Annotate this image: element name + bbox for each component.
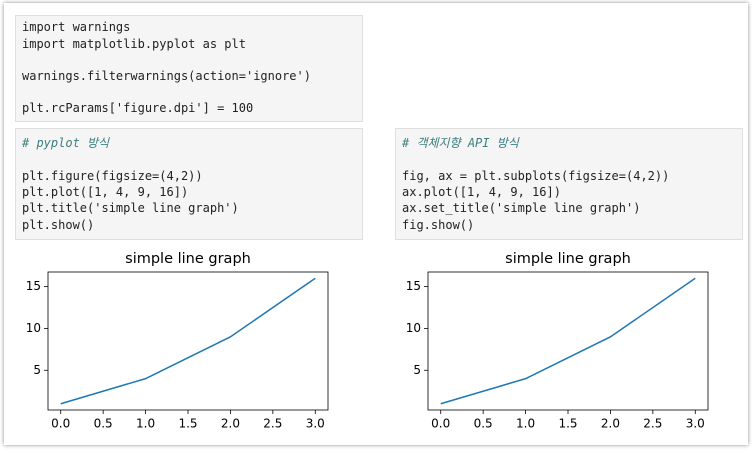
chart-title: simple line graph <box>125 251 251 267</box>
code-cell: # pyplot 방식 plt.figure(figsize=(4,2)) pl… <box>15 128 363 240</box>
code-comment: # 객체지향 API 방식 <box>402 136 519 150</box>
x-tick-label: 1.5 <box>558 417 577 431</box>
code-line: plt.title('simple line graph') <box>22 201 239 215</box>
y-tick-label: 5 <box>413 363 421 377</box>
x-tick-label: 0.5 <box>474 417 493 431</box>
y-tick-label: 15 <box>406 279 421 293</box>
x-tick-label: 2.0 <box>601 417 620 431</box>
x-tick-label: 2.5 <box>263 417 282 431</box>
code-cell: # 객체지향 API 방식 fig, ax = plt.subplots(fig… <box>395 128 743 240</box>
code-line: plt.plot([1, 4, 9, 16]) <box>22 185 189 199</box>
y-tick-label: 10 <box>406 321 421 335</box>
code-line: ax.set_title('simple line graph') <box>402 201 641 215</box>
code-line: fig.show() <box>402 218 475 232</box>
axes-frame <box>47 271 329 411</box>
y-tick-label: 5 <box>33 363 41 377</box>
x-tick-label: 0.0 <box>51 417 70 431</box>
x-tick-label: 1.0 <box>516 417 535 431</box>
chart-title: simple line graph <box>505 251 631 267</box>
x-tick-label: 1.0 <box>136 417 155 431</box>
code-line: fig, ax = plt.subplots(figsize=(4,2)) <box>402 169 670 183</box>
x-tick-label: 2.5 <box>643 417 662 431</box>
x-tick-label: 3.0 <box>306 417 325 431</box>
x-tick-label: 2.0 <box>221 417 240 431</box>
axes-frame <box>427 271 709 411</box>
code-line: plt.rcParams['figure.dpi'] = 100 <box>22 101 254 115</box>
x-tick-label: 0.0 <box>431 417 450 431</box>
data-line <box>60 277 316 405</box>
data-line <box>440 277 696 405</box>
code-comment: # pyplot 방식 <box>22 136 110 150</box>
code-cell: import warnings import matplotlib.pyplot… <box>15 15 363 122</box>
x-tick-label: 0.5 <box>94 417 113 431</box>
code-line: import matplotlib.pyplot as plt <box>22 37 246 51</box>
code-line: plt.figure(figsize=(4,2)) <box>22 169 203 183</box>
y-tick-label: 15 <box>26 279 41 293</box>
x-tick-label: 3.0 <box>686 417 705 431</box>
code-line: plt.show() <box>22 218 95 232</box>
code-line: ax.plot([1, 4, 9, 16]) <box>402 185 561 199</box>
code-line: import warnings <box>22 20 131 34</box>
y-tick-label: 10 <box>26 321 41 335</box>
code-line: warnings.filterwarnings(action='ignore') <box>22 69 311 83</box>
x-tick-label: 1.5 <box>178 417 197 431</box>
